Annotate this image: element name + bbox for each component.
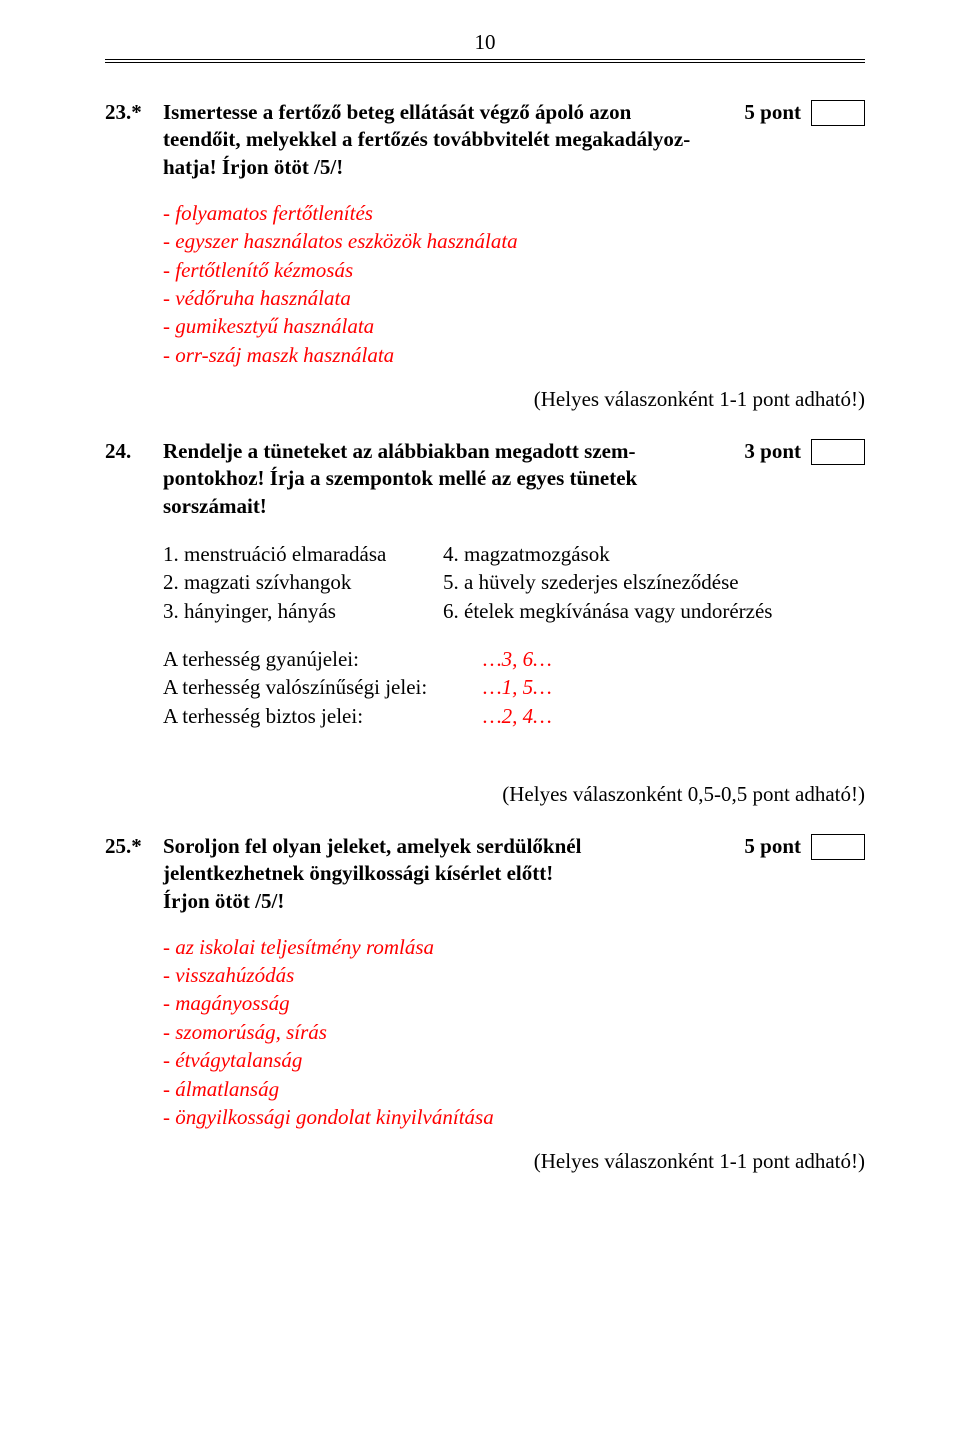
question-number: 25.* bbox=[105, 833, 163, 860]
match-label: A terhesség biztos jelei: bbox=[163, 702, 483, 730]
score-box-wrap bbox=[801, 99, 865, 126]
answer-line: - álmatlanság bbox=[163, 1075, 865, 1103]
question-points: 5 pont bbox=[713, 99, 801, 126]
answer-line: - az iskolai teljesítmény romlása bbox=[163, 933, 865, 961]
answer-line: - öngyilkossági gondolat kinyilvánítása bbox=[163, 1103, 865, 1131]
list-item: 3. hányinger, hányás bbox=[163, 597, 443, 625]
match-answer: …1, 5… bbox=[483, 673, 552, 701]
header-rule bbox=[105, 59, 865, 63]
score-box[interactable] bbox=[811, 439, 865, 465]
answer-line: - étvágytalanság bbox=[163, 1046, 865, 1074]
scoring-note: (Helyes válaszonként 1-1 pont adható!) bbox=[105, 387, 865, 412]
answer-line: - védőruha használata bbox=[163, 284, 865, 312]
question-number: 24. bbox=[105, 438, 163, 465]
scoring-note: (Helyes válaszonként 0,5-0,5 pont adható… bbox=[105, 782, 865, 807]
score-box[interactable] bbox=[811, 100, 865, 126]
list-item: 1. menstruáció elmaradása bbox=[163, 540, 443, 568]
question-25: 25.* Soroljon fel olyan jeleket, amelyek… bbox=[105, 833, 865, 1174]
answer-line: - fertőtlenítő kézmosás bbox=[163, 256, 865, 284]
match-answer: …3, 6… bbox=[483, 645, 552, 673]
answer-line: - orr-száj maszk használata bbox=[163, 341, 865, 369]
score-box-wrap bbox=[801, 438, 865, 465]
match-block: A terhesség gyanújelei: …3, 6… A terhess… bbox=[163, 645, 865, 730]
answer-line: - magányosság bbox=[163, 989, 865, 1017]
question-title-line1: Soroljon fel olyan jeleket, amelyek serd… bbox=[163, 834, 581, 858]
match-row: A terhesség biztos jelei: …2, 4… bbox=[163, 702, 865, 730]
page-number: 10 bbox=[105, 30, 865, 55]
question-title-line3: Írjon ötöt /5/! bbox=[163, 889, 284, 913]
page: 10 23.* Ismertesse a fertőző beteg ellát… bbox=[0, 0, 960, 1456]
symptom-list: 1. menstruáció elmaradása 2. magzati szí… bbox=[163, 540, 865, 625]
answer-line: - szomorúság, sírás bbox=[163, 1018, 865, 1046]
question-points: 3 pont bbox=[713, 438, 801, 465]
answer-block: - folyamatos fertőtlenítés - egyszer has… bbox=[163, 199, 865, 369]
match-label: A terhesség valószínűségi jelei: bbox=[163, 673, 483, 701]
match-row: A terhesség gyanújelei: …3, 6… bbox=[163, 645, 865, 673]
question-title-line1: Rendelje a tüneteket az alábbiakban mega… bbox=[163, 439, 635, 463]
match-label: A terhesség gyanújelei: bbox=[163, 645, 483, 673]
answer-line: - visszahúzódás bbox=[163, 961, 865, 989]
question-number: 23.* bbox=[105, 99, 163, 126]
list-item: 2. magzati szívhangok bbox=[163, 568, 443, 596]
match-row: A terhesség valószínűségi jelei: …1, 5… bbox=[163, 673, 865, 701]
question-points: 5 pont bbox=[713, 833, 801, 860]
scoring-note: (Helyes válaszonként 1-1 pont adható!) bbox=[105, 1149, 865, 1174]
question-title-line3: sorszámait! bbox=[163, 494, 267, 518]
question-title-line3: hatja! Írjon ötöt /5/! bbox=[163, 155, 343, 179]
answer-block: - az iskolai teljesítmény romlása - viss… bbox=[163, 933, 865, 1131]
question-title-line2: pontokhoz! Írja a szempontok mellé az eg… bbox=[163, 466, 637, 490]
question-title-line2: teendőit, melyekkel a fertőzés továbbvit… bbox=[163, 127, 690, 151]
answer-line: - gumikesztyű használata bbox=[163, 312, 865, 340]
question-title-line2: jelentkezhetnek öngyilkossági kísérlet e… bbox=[163, 861, 553, 885]
list-item: 5. a hüvely szederjes elszíneződése bbox=[443, 568, 865, 596]
answer-line: - egyszer használatos eszközök használat… bbox=[163, 227, 865, 255]
list-item: 6. ételek megkívánása vagy undorérzés bbox=[443, 597, 865, 625]
answer-line: - folyamatos fertőtlenítés bbox=[163, 199, 865, 227]
question-title-line1: Ismertesse a fertőző beteg ellátását vég… bbox=[163, 100, 631, 124]
list-item: 4. magzatmozgások bbox=[443, 540, 865, 568]
score-box-wrap bbox=[801, 833, 865, 860]
question-23: 23.* Ismertesse a fertőző beteg ellátásá… bbox=[105, 99, 865, 412]
match-answer: …2, 4… bbox=[483, 702, 552, 730]
score-box[interactable] bbox=[811, 834, 865, 860]
question-24: 24. Rendelje a tüneteket az alábbiakban … bbox=[105, 438, 865, 807]
